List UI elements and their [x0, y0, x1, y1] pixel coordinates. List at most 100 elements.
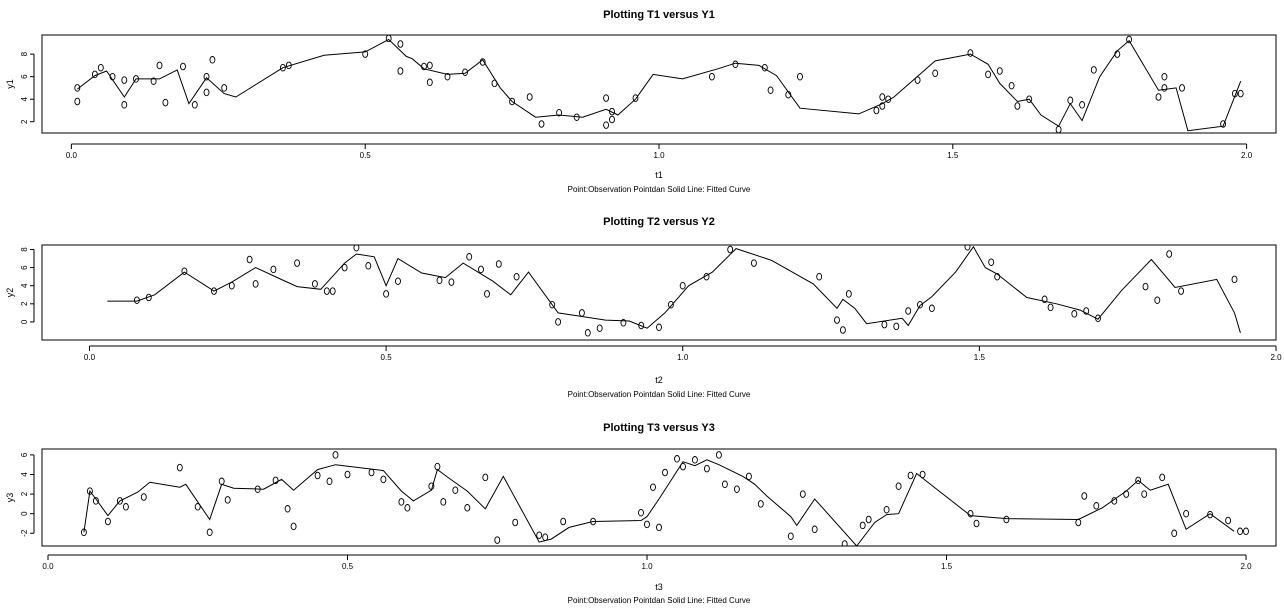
observation-point — [932, 69, 939, 78]
x-tick-label: 0.0 — [84, 353, 96, 362]
y-tick-label: 6 — [20, 74, 29, 79]
observation-point — [549, 300, 556, 309]
observation-point — [383, 290, 390, 298]
observation-point — [294, 259, 301, 267]
observation-point — [156, 61, 163, 70]
observation-point — [444, 72, 451, 81]
x-tick-label: 2.0 — [1240, 562, 1252, 571]
observation-point — [246, 255, 253, 264]
x-tick-label: 1.0 — [677, 353, 689, 362]
observation-point — [879, 102, 886, 110]
observation-point — [1014, 102, 1021, 110]
y-tick-label: 6 — [20, 265, 29, 270]
fitted-curve-line — [76, 38, 1242, 132]
chart-title: Plotting T3 versus Y3 — [603, 422, 715, 434]
observation-point — [344, 470, 351, 479]
observation-point — [398, 498, 405, 506]
observation-point — [1055, 125, 1062, 133]
observation-point — [326, 477, 333, 486]
observation-point — [797, 72, 803, 81]
observation-point — [708, 72, 715, 81]
observation-point — [92, 497, 99, 505]
observation-point — [811, 525, 818, 534]
observation-point — [478, 265, 484, 274]
observation-point — [620, 319, 627, 327]
observation-point — [1047, 303, 1054, 312]
observation-point — [332, 451, 339, 459]
observation-point — [1166, 250, 1173, 258]
observation-point — [1141, 490, 1148, 498]
observation-point — [434, 462, 441, 471]
observation-point — [883, 505, 890, 514]
fitted-curve-line — [83, 459, 1235, 546]
observation-point — [206, 528, 213, 537]
observation-point — [967, 49, 974, 57]
observation-point — [203, 72, 210, 81]
observation-point — [121, 76, 128, 84]
observation-point — [767, 86, 774, 94]
observation-point — [509, 97, 516, 106]
observation-point — [452, 486, 459, 494]
y-tick-label: 0 — [20, 319, 29, 324]
observation-point — [368, 468, 375, 477]
chart-panel-2: Plotting T2 versus Y2 0.0 0.5 1.0 1.5 2.0 0 2 4 6… — [5, 216, 1282, 399]
observation-point — [162, 98, 169, 107]
observation-point — [203, 88, 210, 97]
observation-point — [1220, 120, 1227, 128]
y-axis: 2 4 6 8 — [20, 51, 35, 124]
observation-point — [513, 272, 520, 281]
x-tick-label: 1.5 — [974, 353, 986, 362]
observation-point — [1079, 101, 1086, 109]
observation-point — [311, 280, 318, 288]
observation-point — [985, 70, 992, 79]
observation-point — [140, 493, 147, 501]
observation-point — [656, 323, 662, 332]
x-tick-label: 2.0 — [1241, 151, 1253, 160]
observation-point — [893, 322, 900, 331]
chart-title: Plotting T2 versus Y2 — [603, 216, 715, 228]
observation-point — [74, 97, 81, 106]
observation-point — [667, 300, 674, 309]
observation-point — [1135, 476, 1142, 485]
observation-point — [839, 326, 846, 334]
observation-point — [996, 67, 1003, 75]
observation-point — [1126, 35, 1133, 44]
observation-point — [1067, 96, 1074, 105]
x-tick-label: 0.0 — [42, 562, 54, 571]
observation-point — [150, 77, 157, 85]
observation-point — [1161, 72, 1168, 81]
observation-point — [122, 503, 129, 511]
observation-point — [732, 60, 739, 69]
chart-subtitle: Point:Observation Pointdan Solid Line: F… — [568, 185, 751, 194]
observation-point — [380, 475, 387, 484]
observation-point — [703, 464, 710, 473]
x-tick-label: 1.0 — [653, 151, 665, 160]
observation-point — [526, 93, 533, 101]
observation-point — [211, 287, 217, 295]
observation-point — [426, 78, 433, 87]
x-axis-label: t1 — [655, 170, 663, 180]
observation-point — [973, 519, 980, 528]
observation-point — [104, 517, 111, 526]
observation-point — [385, 35, 392, 43]
y-tick-label: 8 — [20, 51, 29, 56]
y-axis-label: y2 — [5, 288, 15, 298]
observation-point — [859, 521, 866, 530]
observation-point — [1093, 502, 1100, 510]
observation-point — [1171, 529, 1178, 538]
observation-point — [440, 498, 447, 506]
observation-point — [1071, 310, 1078, 318]
plot-frame — [41, 34, 1277, 134]
observation-point — [865, 515, 872, 524]
observation-point — [757, 500, 764, 508]
x-axis: 0.0 0.5 1.0 1.5 2.0 — [42, 554, 1252, 571]
observation-point — [1231, 275, 1238, 284]
observation-point — [674, 455, 680, 463]
observation-point — [1179, 84, 1185, 92]
observation-point — [536, 531, 543, 539]
chart-title: Plotting T1 versus Y1 — [603, 9, 715, 21]
observation-point — [97, 63, 104, 72]
y-axis: 0 2 4 6 8 — [20, 247, 35, 324]
observation-point — [644, 520, 650, 529]
observation-point — [284, 505, 291, 513]
